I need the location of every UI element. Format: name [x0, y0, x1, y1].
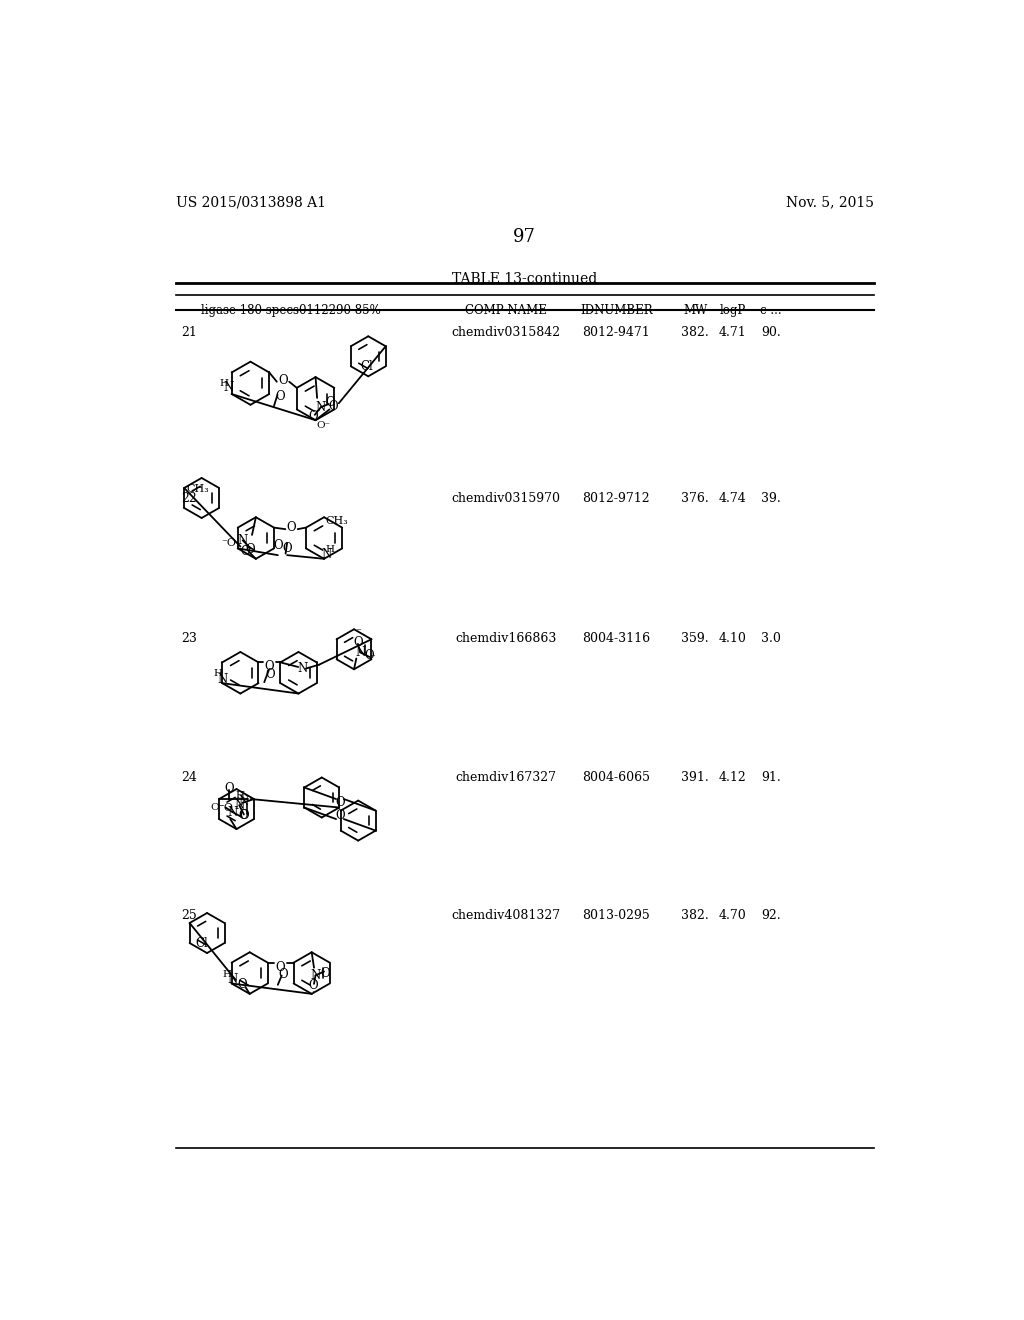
Text: MW: MW [683, 304, 708, 317]
Text: 8012-9471: 8012-9471 [583, 326, 650, 339]
Text: O: O [246, 543, 255, 556]
Text: O: O [308, 409, 318, 422]
Text: 22: 22 [180, 492, 197, 504]
Text: CH₃: CH₃ [186, 483, 209, 494]
Text: N: N [234, 799, 245, 812]
Text: 8013-0295: 8013-0295 [583, 909, 650, 923]
Text: O⁻: O⁻ [316, 421, 331, 430]
Text: ⁻: ⁻ [370, 653, 376, 664]
Text: 23: 23 [180, 632, 197, 645]
Text: ⁻: ⁻ [311, 990, 317, 999]
Text: O: O [353, 636, 362, 649]
Text: ⁻O: ⁻O [218, 804, 233, 813]
Text: N: N [310, 969, 321, 982]
Text: O: O [238, 978, 247, 991]
Text: N: N [322, 548, 332, 561]
Text: O: O [241, 545, 250, 557]
Text: 21: 21 [180, 326, 197, 339]
Text: chemdiv0315970: chemdiv0315970 [452, 492, 561, 504]
Text: O: O [264, 660, 274, 673]
Text: 8012-9712: 8012-9712 [583, 492, 650, 504]
Text: 4.70: 4.70 [719, 909, 746, 923]
Text: O: O [365, 649, 375, 661]
Text: logP: logP [720, 304, 745, 317]
Text: O: O [273, 540, 283, 552]
Text: O⁻: O⁻ [210, 803, 224, 812]
Text: ⁻: ⁻ [355, 627, 360, 638]
Text: 91.: 91. [762, 771, 781, 784]
Text: ⁻O: ⁻O [221, 539, 237, 548]
Text: CH₃: CH₃ [325, 516, 348, 527]
Text: COMP NAME: COMP NAME [465, 304, 547, 317]
Text: H: H [236, 792, 245, 800]
Text: N: N [227, 805, 238, 818]
Text: 382.: 382. [681, 909, 710, 923]
Text: 4.74: 4.74 [719, 492, 746, 504]
Text: O: O [275, 389, 285, 403]
Text: 4.71: 4.71 [719, 326, 746, 339]
Text: N: N [297, 663, 307, 675]
Text: 359.: 359. [682, 632, 709, 645]
Text: 39.: 39. [762, 492, 781, 504]
Text: O: O [287, 521, 296, 535]
Text: N: N [355, 645, 366, 659]
Text: 391.: 391. [681, 771, 710, 784]
Text: 97: 97 [513, 227, 537, 246]
Text: IDNUMBER: IDNUMBER [580, 304, 652, 317]
Text: N: N [223, 381, 233, 395]
Text: Cl: Cl [196, 936, 209, 949]
Text: O: O [326, 396, 335, 409]
Text: H: H [219, 379, 228, 388]
Text: O: O [329, 400, 338, 413]
Text: 4.12: 4.12 [719, 771, 746, 784]
Text: c ...: c ... [761, 304, 782, 317]
Text: N: N [238, 533, 248, 546]
Text: TABLE 13-continued: TABLE 13-continued [453, 272, 597, 286]
Text: O: O [224, 781, 233, 795]
Text: O: O [321, 966, 331, 979]
Text: O: O [335, 796, 345, 809]
Text: chemdiv4081327: chemdiv4081327 [452, 909, 561, 923]
Text: N: N [218, 673, 228, 686]
Text: H: H [213, 669, 222, 678]
Text: O: O [279, 968, 288, 981]
Text: 382.: 382. [681, 326, 710, 339]
Text: 90.: 90. [762, 326, 781, 339]
Text: O: O [308, 979, 318, 991]
Text: chemdiv0315842: chemdiv0315842 [452, 326, 561, 339]
Text: Nov. 5, 2015: Nov. 5, 2015 [785, 195, 873, 210]
Text: US 2015/0313898 A1: US 2015/0313898 A1 [176, 195, 326, 210]
Text: O: O [275, 961, 286, 974]
Text: ligase 180 specs0112290 85%: ligase 180 specs0112290 85% [201, 304, 381, 317]
Text: O: O [239, 809, 249, 822]
Text: 8004-3116: 8004-3116 [583, 632, 650, 645]
Text: H: H [326, 545, 335, 554]
Text: O: O [265, 668, 275, 681]
Text: 92.: 92. [762, 909, 781, 923]
Text: O: O [335, 809, 345, 822]
Text: 24: 24 [180, 771, 197, 784]
Text: O: O [238, 809, 248, 822]
Text: O: O [279, 374, 288, 387]
Text: 4.10: 4.10 [719, 632, 746, 645]
Text: 25: 25 [180, 909, 197, 923]
Text: Cl: Cl [360, 360, 374, 372]
Text: O: O [283, 543, 292, 556]
Text: 3.0: 3.0 [761, 632, 781, 645]
Text: 376.: 376. [681, 492, 710, 504]
Text: 8004-6065: 8004-6065 [583, 771, 650, 784]
Text: N: N [238, 795, 248, 808]
Text: N: N [315, 400, 326, 413]
Text: chemdiv166863: chemdiv166863 [456, 632, 557, 645]
Text: H: H [222, 970, 231, 978]
Text: N: N [227, 973, 238, 986]
Text: chemdiv167327: chemdiv167327 [456, 771, 557, 784]
